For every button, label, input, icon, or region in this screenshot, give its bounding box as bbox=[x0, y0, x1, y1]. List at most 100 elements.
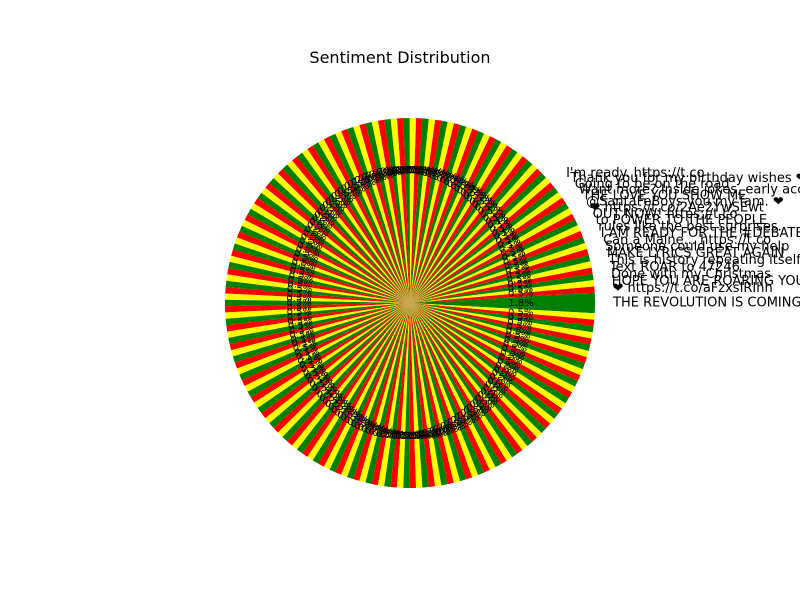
pie-percent-label: 0.5% bbox=[293, 253, 318, 264]
pie-wedge bbox=[236, 231, 410, 303]
pie-percent-label: 0.5% bbox=[328, 402, 353, 413]
pie-percent-label: 0.5% bbox=[341, 413, 366, 424]
pie-percent-label: 0.5% bbox=[418, 167, 443, 178]
pie-percent-label: 0.5% bbox=[483, 213, 508, 224]
pie-percent-label: 0.5% bbox=[499, 244, 524, 255]
pie-wedge bbox=[396, 303, 410, 488]
pie-wedge bbox=[410, 292, 596, 314]
pie-percent-label: 0.5% bbox=[492, 228, 517, 239]
pie-wedge bbox=[371, 120, 410, 303]
pie-percent-label: 0.5% bbox=[303, 228, 328, 239]
pie-wedge bbox=[292, 156, 410, 303]
pie-wedge bbox=[410, 303, 581, 381]
pie-wedge bbox=[225, 303, 410, 326]
pie-wedge bbox=[353, 125, 410, 303]
pie-wedge bbox=[410, 138, 502, 303]
pie-percent-label: 0.5% bbox=[287, 289, 312, 300]
pie-percent-label: 0.5% bbox=[460, 408, 485, 419]
pie-percent-label: 0.5% bbox=[410, 430, 435, 441]
pie-wedge bbox=[410, 303, 429, 488]
pie-slice-label: Done with my Christmas bbox=[611, 267, 771, 282]
pie-percent-label: 0.5% bbox=[429, 170, 454, 181]
pie-percent-label: 0.5% bbox=[443, 419, 468, 430]
pie-slice-label: rules like the best surprises. bbox=[598, 220, 781, 235]
pie-percent-label: 0.5% bbox=[380, 430, 405, 441]
pie-wedge bbox=[410, 267, 593, 303]
pie-percent-label: 0.5% bbox=[478, 206, 503, 217]
pie-percent-label: 0.5% bbox=[325, 197, 350, 208]
pie-wedge bbox=[225, 287, 410, 303]
pie-percent-label: 0.5% bbox=[469, 197, 494, 208]
pie-percent-label: 0.5% bbox=[387, 431, 412, 442]
pie-percent-label: 0.5% bbox=[422, 168, 447, 179]
pie-wedge bbox=[244, 214, 410, 303]
pie-wedge bbox=[410, 303, 542, 438]
pie-percent-label: 0.5% bbox=[380, 166, 405, 177]
pie-wedge bbox=[410, 303, 578, 387]
pie-wedge bbox=[234, 237, 410, 303]
pie-percent-label: 0.5% bbox=[454, 413, 479, 424]
pie-percent-label: 0.5% bbox=[297, 356, 322, 367]
pie-wedge bbox=[410, 303, 555, 424]
pie-percent-label: 0.5% bbox=[337, 186, 362, 197]
pie-percent-label: 0.5% bbox=[414, 430, 439, 441]
pie-wedge bbox=[282, 303, 410, 442]
pie-percent-label: 0.5% bbox=[376, 429, 401, 440]
pie-percent-label: 0.5% bbox=[358, 174, 383, 185]
pie-percent-label: 0.5% bbox=[331, 405, 356, 416]
pie-percent-label: 0.5% bbox=[369, 169, 394, 180]
pie-wedge bbox=[410, 208, 573, 303]
pie-percent-label: 0.5% bbox=[487, 376, 512, 387]
pie-percent-label: 0.5% bbox=[505, 330, 530, 341]
pie-wedge bbox=[410, 164, 538, 303]
pie-percent-label: 0.5% bbox=[296, 244, 321, 255]
pie-wedge bbox=[225, 303, 410, 313]
pie-wedge bbox=[227, 268, 410, 303]
pie-wedge bbox=[341, 303, 410, 477]
pie-percent-label: 0.5% bbox=[480, 387, 505, 398]
pie-percent-label: 0.5% bbox=[391, 431, 416, 442]
pie-wedge bbox=[312, 142, 410, 303]
pie-wedge bbox=[232, 303, 410, 363]
pie-wedge bbox=[265, 303, 410, 424]
pie-percent-label: 0.5% bbox=[334, 408, 359, 419]
pie-percent-label: 0.5% bbox=[337, 410, 362, 421]
pie-percent-label: 0.5% bbox=[443, 177, 468, 188]
pie-percent-label: 0.5% bbox=[303, 368, 328, 379]
pie-percent-label: 0.5% bbox=[365, 425, 390, 436]
pie-slice-label: Text ROAR to 47246 bbox=[609, 260, 740, 275]
pie-wedge bbox=[410, 148, 518, 303]
pie-wedge bbox=[410, 303, 533, 446]
pie-wedge bbox=[250, 303, 410, 403]
pie-slice-label: Thank you for my birthday wishes ❤ bbox=[570, 171, 800, 186]
pie-percent-label: 0.5% bbox=[425, 169, 450, 180]
pie-percent-label: 0.5% bbox=[506, 326, 531, 337]
pie-percent-label: 0.5% bbox=[309, 217, 334, 228]
pie-wedge bbox=[273, 173, 410, 303]
pie-wedge bbox=[318, 139, 410, 303]
pie-wedge bbox=[225, 293, 410, 303]
pie-percent-label: 0.5% bbox=[354, 421, 379, 432]
pie-wedge bbox=[410, 160, 533, 303]
pie-wedge bbox=[257, 303, 410, 414]
pie-percent-label: 0.5% bbox=[497, 240, 522, 251]
pie-percent-label: 0.5% bbox=[289, 266, 314, 277]
pie-wedge bbox=[410, 303, 546, 434]
pie-wedge bbox=[312, 303, 410, 464]
pie-wedge bbox=[228, 303, 410, 345]
pie-percent-label: 0.5% bbox=[466, 402, 491, 413]
pie-slice-label: This is history repeating itself. bbox=[608, 253, 800, 268]
pie-wedge bbox=[302, 149, 410, 303]
pie-wedge bbox=[410, 197, 566, 303]
pie-wedge bbox=[277, 303, 410, 438]
pie-slice-label: @SantaFeBoys you my fam. ❤ bbox=[586, 195, 784, 210]
pie-percent-label: 0.5% bbox=[344, 181, 369, 192]
pie-percent-label: 0.5% bbox=[508, 308, 533, 319]
pie-wedge bbox=[410, 142, 507, 303]
pie-wedge bbox=[410, 303, 595, 320]
pie-wedge bbox=[410, 242, 587, 303]
pie-percent-label: 0.5% bbox=[297, 240, 322, 251]
pie-wedge bbox=[226, 274, 410, 303]
pie-percent-label: 0.5% bbox=[309, 379, 334, 390]
pie-percent-label: 0.5% bbox=[500, 248, 525, 259]
